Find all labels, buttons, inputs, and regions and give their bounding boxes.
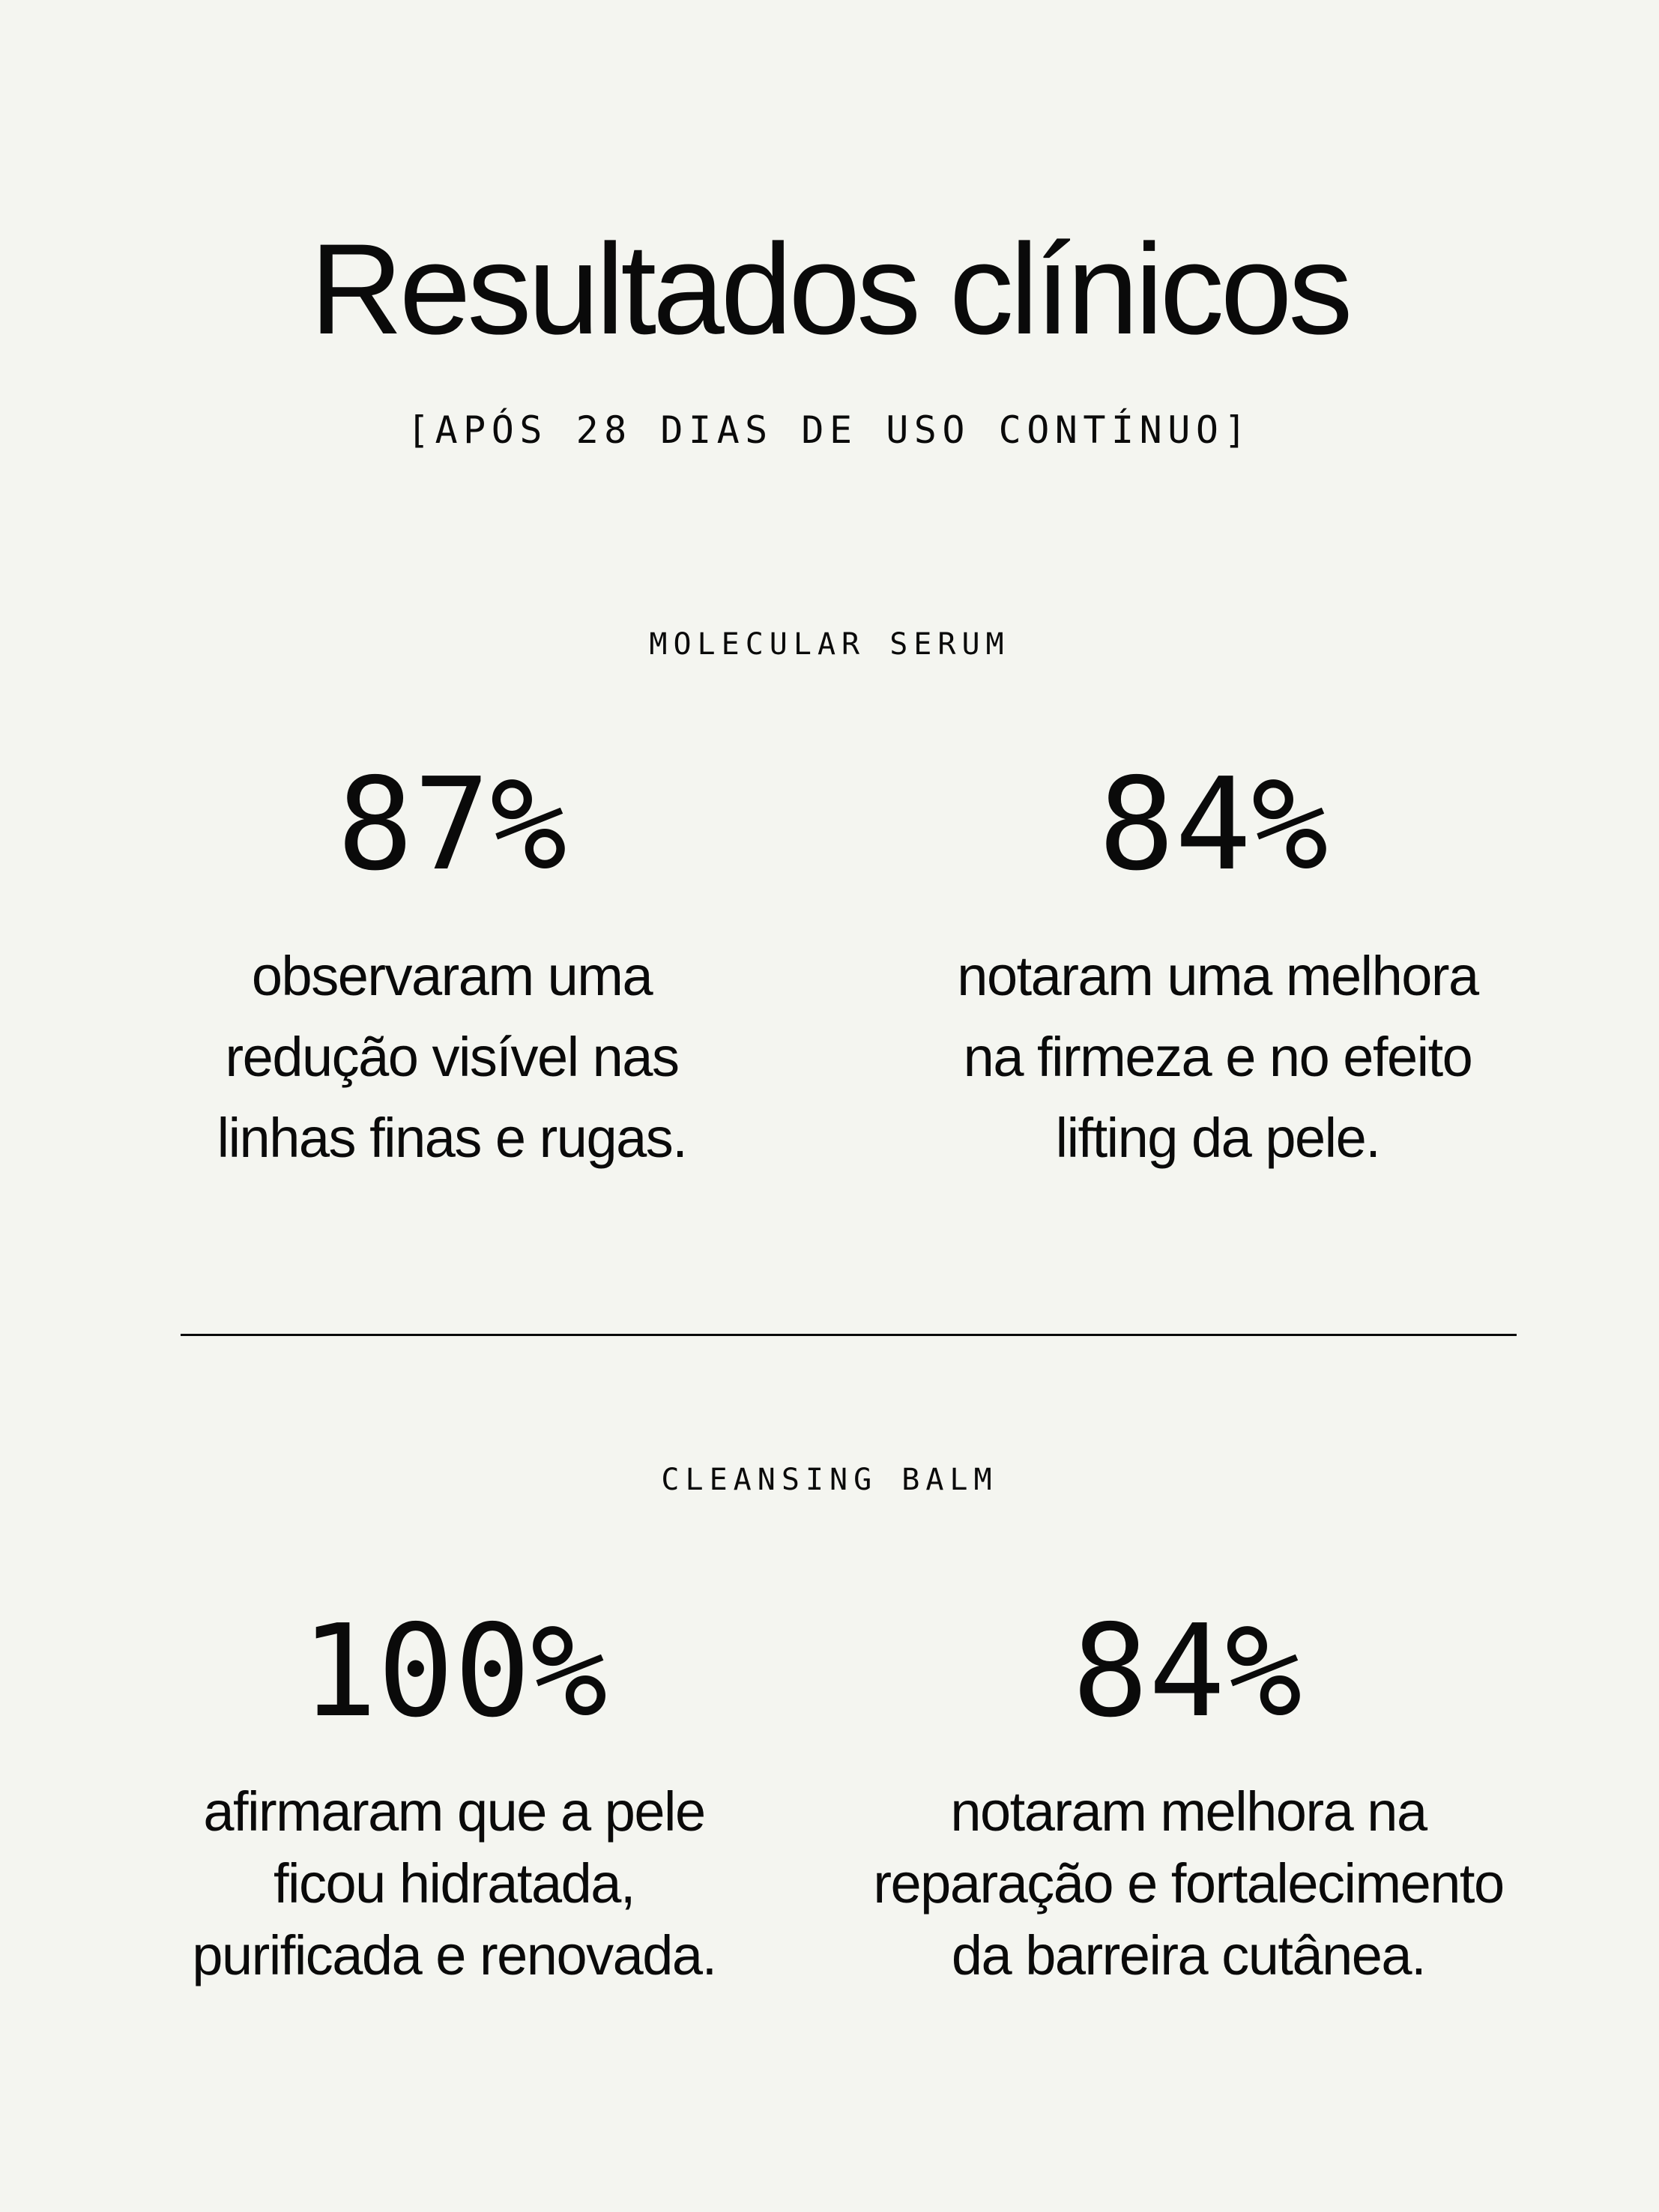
stat-description: notaram melhora na reparação e fortaleci… [873, 1780, 1505, 1986]
section-divider [181, 1334, 1517, 1336]
stat-description: notaram uma melhora na firmeza e no efei… [957, 945, 1479, 1169]
section-label: MOLECULAR SERUM [649, 627, 1010, 662]
stat-value: 84% [1072, 1598, 1302, 1746]
stat-value: 87% [336, 751, 567, 899]
page-title: Resultados clínicos [309, 217, 1353, 361]
section-label: CLEANSING BALM [661, 1463, 998, 1497]
stat-description: observaram uma redução visível nas linha… [217, 945, 688, 1169]
stat-value: 84% [1098, 751, 1329, 899]
page-subtitle: [APÓS 28 DIAS DE USO CONTÍNUO] [406, 408, 1253, 452]
stat-description: afirmaram que a pele ficou hidratada, pu… [192, 1780, 717, 1986]
stat-value: 100% [300, 1598, 608, 1746]
